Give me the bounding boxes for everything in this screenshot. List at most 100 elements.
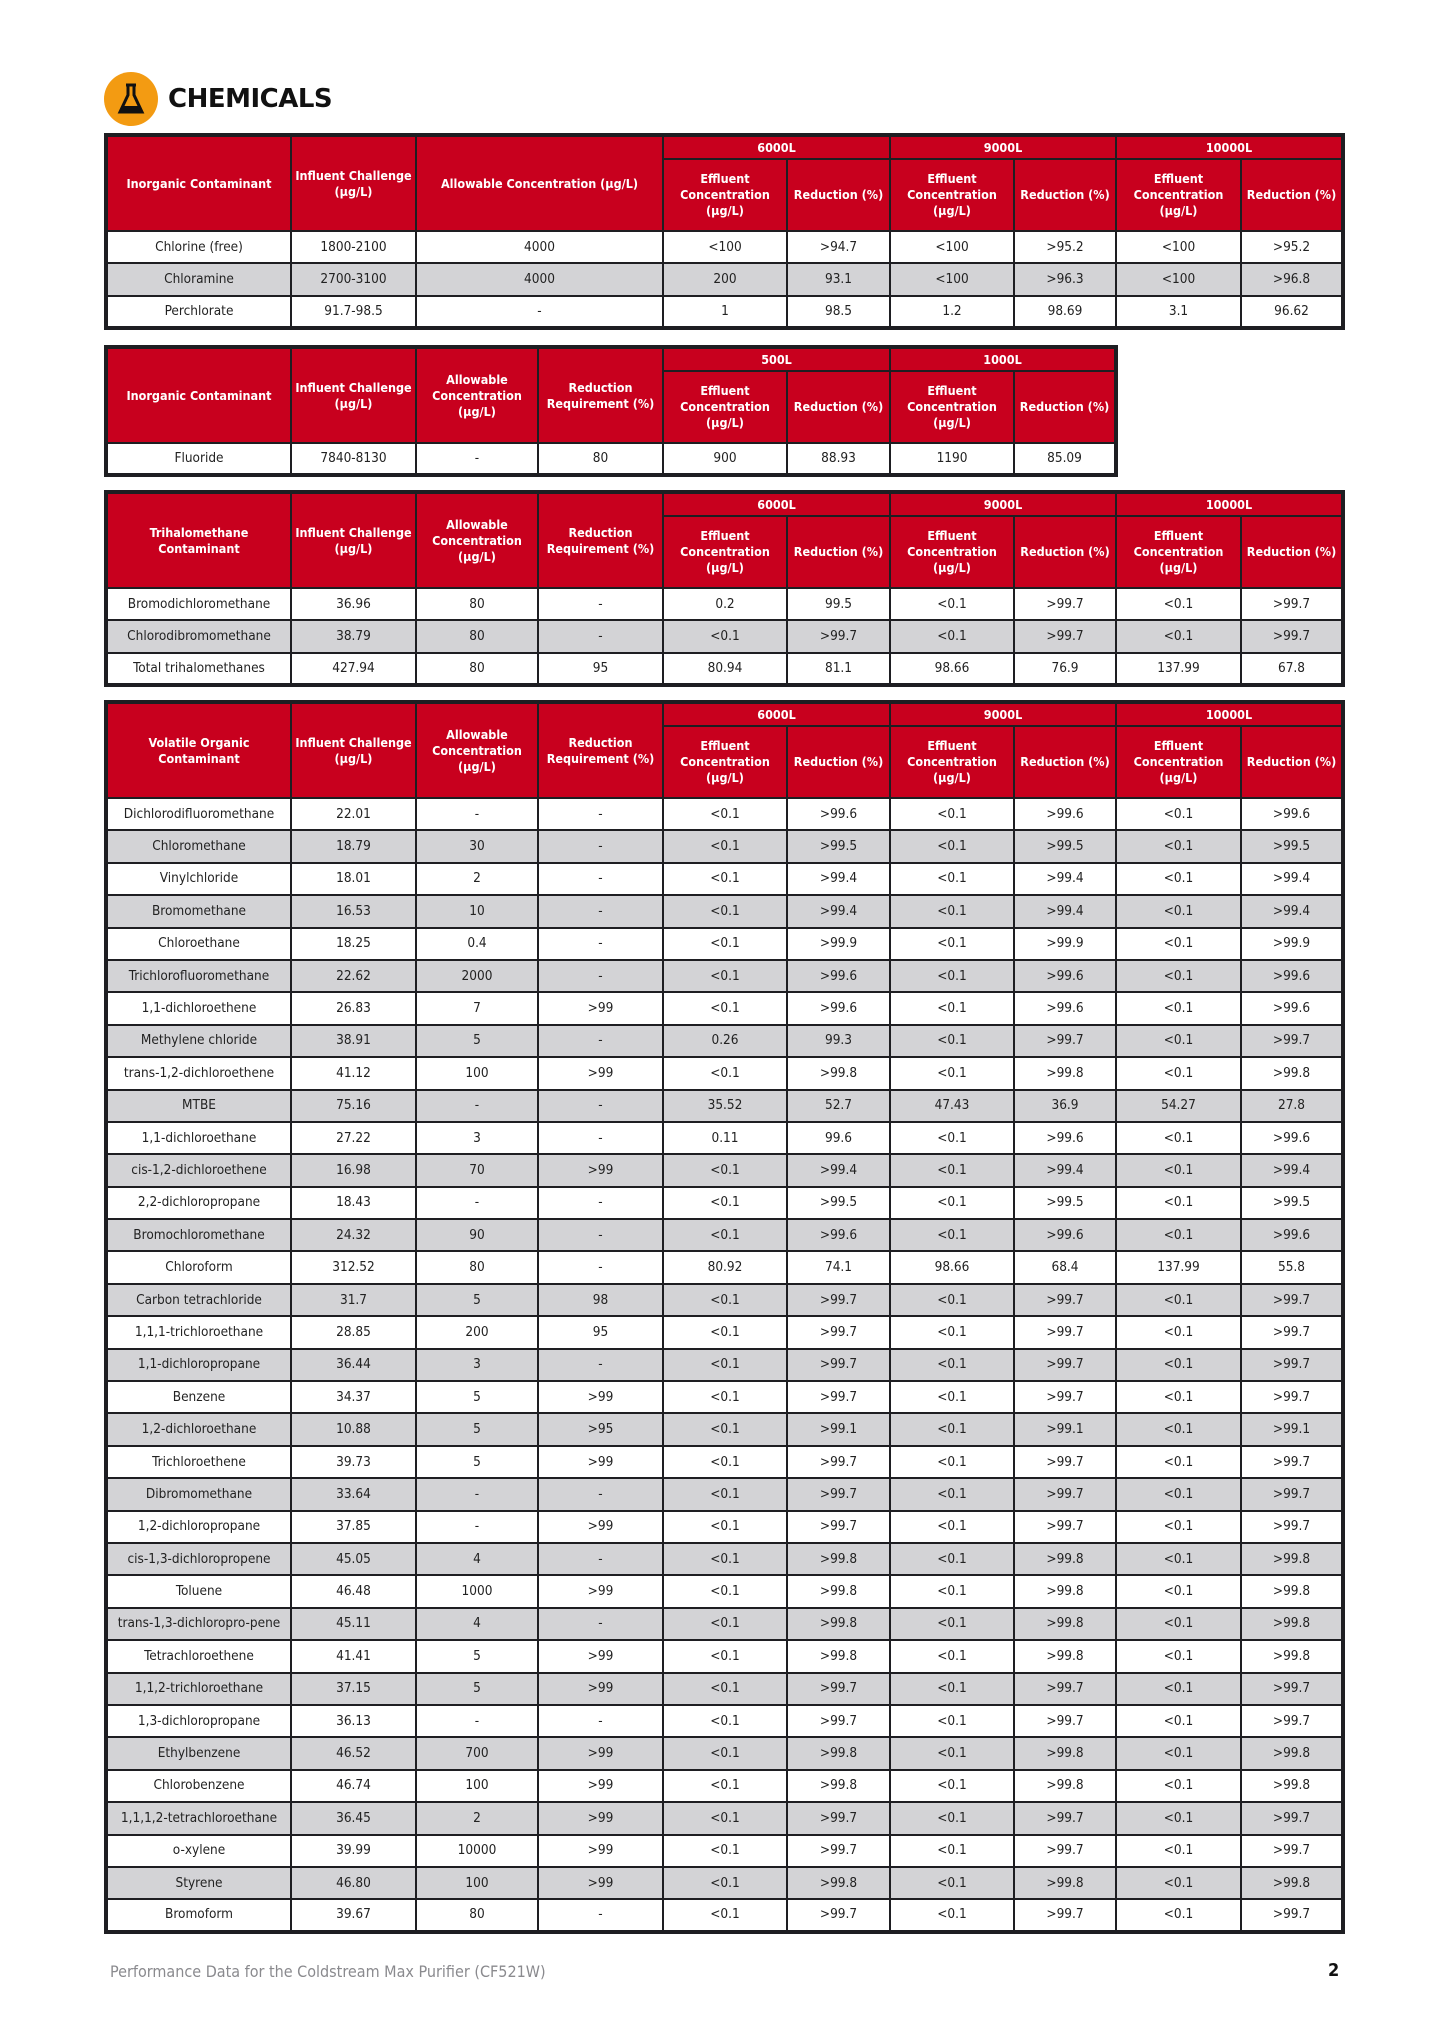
contaminant-name: Total trihalomethanes bbox=[105, 651, 292, 687]
cell-value: >99 bbox=[537, 1768, 664, 1804]
cell-value: >99.7 bbox=[786, 1898, 891, 1933]
cell-value: >99.8 bbox=[786, 1606, 891, 1642]
cell-value: <0.1 bbox=[889, 1509, 1015, 1544]
contaminant-name: Chloromethane bbox=[105, 829, 292, 864]
cell-value: >99 bbox=[537, 1801, 664, 1836]
cell-value: <0.1 bbox=[889, 796, 1015, 832]
table-row: Chlorobenzene 46.74 100 >99 <0.1 >99.8 <0.1 >99… bbox=[105, 1768, 1345, 1804]
cell-value: 45.05 bbox=[290, 1541, 417, 1577]
cell-value: <0.1 bbox=[1115, 1023, 1242, 1059]
cell-value: 37.15 bbox=[290, 1671, 417, 1706]
cell-value: <0.1 bbox=[889, 829, 1015, 864]
cell-value: <0.1 bbox=[662, 1703, 788, 1739]
cell-value: >99.7 bbox=[786, 1801, 891, 1836]
cell-value: 7 bbox=[415, 991, 539, 1026]
table-row: Tetrachloroethene 41.41 5 >99 <0.1 >99.8 <0.1 >… bbox=[105, 1639, 1345, 1674]
cell-value: 80 bbox=[415, 1898, 539, 1933]
cell-value: 74.1 bbox=[786, 1250, 891, 1285]
cell-value: <0.1 bbox=[889, 958, 1015, 994]
subcolumn-header: Effluent Concentration (µg/L) bbox=[889, 158, 1015, 232]
cell-value: <0.1 bbox=[1115, 861, 1242, 897]
cell-value: 80.94 bbox=[662, 651, 788, 687]
table-row: cis-1,2-dichloroethene 16.98 70 >99 <0.1 >99.… bbox=[105, 1153, 1345, 1188]
cell-value: >99.8 bbox=[1239, 1639, 1345, 1674]
cell-value: <0.1 bbox=[1115, 1380, 1242, 1415]
group-header: 9000L bbox=[889, 134, 1117, 160]
cell-value: >99.8 bbox=[1013, 1574, 1117, 1609]
cell-value: 16.53 bbox=[290, 894, 417, 929]
cell-value: 4000 bbox=[415, 229, 664, 265]
cell-value: <0.1 bbox=[1115, 1541, 1242, 1577]
cell-value: >99.8 bbox=[1239, 1541, 1345, 1577]
cell-value: <0.1 bbox=[1115, 796, 1242, 832]
cell-value: <0.1 bbox=[889, 1703, 1015, 1739]
cell-value: >99.6 bbox=[1239, 1120, 1345, 1156]
cell-value: 0.2 bbox=[662, 586, 788, 622]
cell-value: 67.8 bbox=[1239, 651, 1345, 687]
cell-value: <0.1 bbox=[889, 1898, 1015, 1933]
cell-value: 312.52 bbox=[290, 1250, 417, 1285]
cell-value: 22.01 bbox=[290, 796, 417, 832]
subcolumn-header: Reduction (%) bbox=[1013, 725, 1117, 799]
cell-value: 36.96 bbox=[290, 586, 417, 622]
header-row: Volatile Organic Contaminant Influent Cha… bbox=[105, 701, 1345, 799]
cell-value: >99 bbox=[537, 1444, 664, 1480]
cell-value: - bbox=[415, 1088, 539, 1123]
cell-value: 427.94 bbox=[290, 651, 417, 687]
cell-value: 10 bbox=[415, 894, 539, 929]
contaminant-name: 1,1,2-trichloroethane bbox=[105, 1671, 292, 1706]
table-row: Chloramine 2700-3100 4000 200 93.1 <100 >96.3 <… bbox=[105, 262, 1345, 297]
cell-value: 5 bbox=[415, 1639, 539, 1674]
cell-value: <0.1 bbox=[889, 1541, 1015, 1577]
cell-value: 3 bbox=[415, 1120, 539, 1156]
cell-value: - bbox=[537, 619, 664, 654]
table-row: Total trihalomethanes 427.94 80 95 80.94 81.1… bbox=[105, 651, 1345, 687]
contaminant-name: Fluoride bbox=[105, 441, 292, 477]
cell-value: 41.41 bbox=[290, 1639, 417, 1674]
cell-value: 80.92 bbox=[662, 1250, 788, 1285]
cell-value: <0.1 bbox=[662, 1444, 788, 1480]
table-row: Chloromethane 18.79 30- <0.1 >99.5 <0.1 >99.5 <… bbox=[105, 829, 1345, 864]
column-header: Inorganic Contaminant bbox=[105, 346, 292, 444]
cell-value: 80 bbox=[415, 586, 539, 622]
table-row: Benzene 34.37 5 >99 <0.1 >99.7 <0.1 >99.7 <0.1 >9… bbox=[105, 1380, 1345, 1415]
cell-value: <0.1 bbox=[662, 1801, 788, 1836]
cell-value: <0.1 bbox=[889, 1153, 1015, 1188]
cell-value: 95 bbox=[537, 651, 664, 687]
subcolumn-header: Reduction (%) bbox=[1239, 725, 1345, 799]
cell-value: 39.73 bbox=[290, 1444, 417, 1480]
group-header: 6000L bbox=[662, 134, 891, 160]
cell-value: 39.99 bbox=[290, 1833, 417, 1868]
cell-value: >99.8 bbox=[1239, 1056, 1345, 1091]
cell-value: 45.11 bbox=[290, 1606, 417, 1642]
cell-value: 100 bbox=[415, 1768, 539, 1804]
contaminant-name: Bromochloromethane bbox=[105, 1218, 292, 1253]
cell-value: >99.9 bbox=[786, 926, 891, 961]
subcolumn-header: Effluent Concentration (µg/L) bbox=[889, 725, 1015, 799]
cell-value: - bbox=[537, 1218, 664, 1253]
cell-value: <0.1 bbox=[1115, 1833, 1242, 1868]
cell-value: >99.7 bbox=[1239, 1477, 1345, 1512]
cell-value: <0.1 bbox=[889, 861, 1015, 897]
cell-value: >99.7 bbox=[1013, 1509, 1117, 1544]
cell-value: 2000 bbox=[415, 958, 539, 994]
cell-value: <0.1 bbox=[662, 1315, 788, 1350]
group-header: 500L bbox=[661, 346, 892, 372]
cell-value: 16.98 bbox=[290, 1153, 417, 1188]
cell-value: 33.64 bbox=[290, 1477, 417, 1512]
cell-value: >99.8 bbox=[786, 1541, 891, 1577]
cell-value: - bbox=[537, 1541, 664, 1577]
subcolumn-header: Effluent Concentration (µg/L) bbox=[662, 370, 788, 444]
cell-value: <0.1 bbox=[662, 894, 788, 929]
cell-value: >99.7 bbox=[786, 1509, 891, 1544]
cell-value: 80 bbox=[415, 1250, 539, 1285]
table-row: Bromoform 39.67 80- <0.1 >99.7 <0.1 >99.7 <0.1 >… bbox=[105, 1898, 1345, 1933]
cell-value: >99.9 bbox=[1239, 926, 1345, 961]
cell-value: >99.5 bbox=[1013, 829, 1117, 864]
cell-value: 90 bbox=[415, 1218, 539, 1253]
contaminant-name: Chloramine bbox=[105, 262, 292, 297]
cell-value: <100 bbox=[889, 262, 1015, 297]
contaminant-name: Carbon tetrachloride bbox=[105, 1282, 292, 1318]
cell-value: >99.4 bbox=[1239, 1153, 1345, 1188]
cell-value: 38.91 bbox=[290, 1023, 417, 1059]
